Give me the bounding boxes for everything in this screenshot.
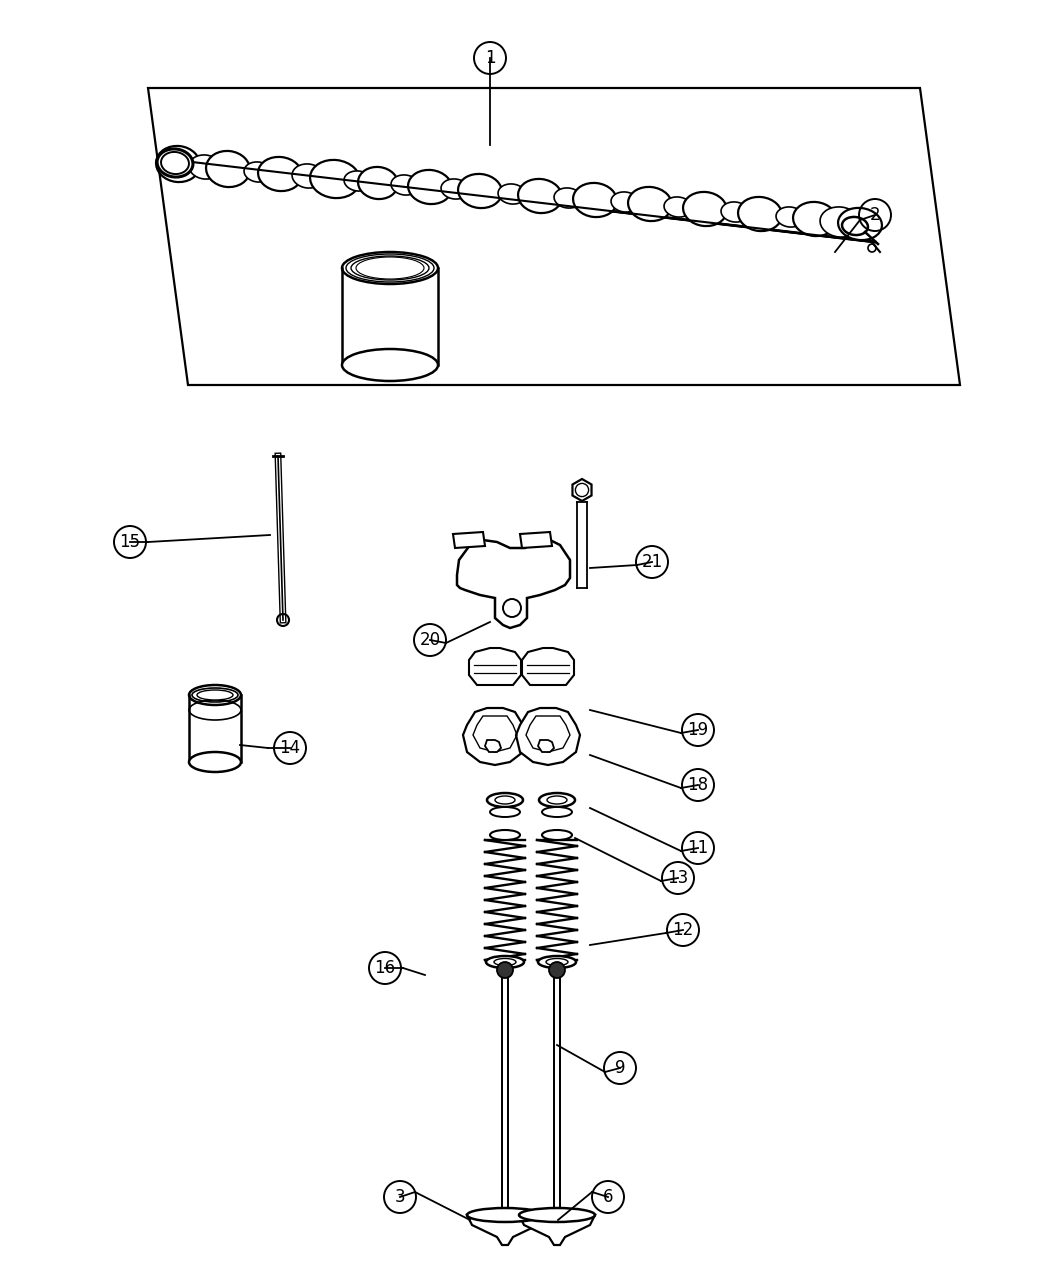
Ellipse shape: [721, 201, 749, 222]
Text: 9: 9: [614, 1060, 625, 1077]
Ellipse shape: [467, 1207, 543, 1221]
Ellipse shape: [842, 217, 868, 235]
Circle shape: [549, 963, 565, 978]
Polygon shape: [463, 708, 527, 765]
Ellipse shape: [554, 187, 582, 208]
Circle shape: [497, 963, 513, 978]
Ellipse shape: [189, 156, 220, 178]
Circle shape: [503, 599, 521, 617]
Ellipse shape: [611, 193, 639, 212]
Text: 14: 14: [279, 740, 300, 757]
Ellipse shape: [628, 187, 672, 221]
Ellipse shape: [161, 152, 189, 175]
Ellipse shape: [391, 175, 419, 195]
Polygon shape: [520, 532, 552, 548]
Ellipse shape: [344, 171, 372, 191]
Ellipse shape: [197, 690, 233, 700]
Ellipse shape: [292, 164, 324, 189]
Ellipse shape: [684, 193, 727, 226]
Polygon shape: [516, 708, 580, 765]
Ellipse shape: [498, 184, 526, 204]
Polygon shape: [467, 1215, 543, 1244]
Text: 20: 20: [419, 631, 441, 649]
Ellipse shape: [542, 807, 572, 817]
Ellipse shape: [342, 349, 438, 381]
Text: 12: 12: [672, 921, 694, 938]
Text: 1: 1: [485, 48, 496, 68]
Ellipse shape: [189, 685, 242, 705]
Ellipse shape: [244, 162, 272, 182]
Ellipse shape: [838, 208, 882, 240]
Ellipse shape: [441, 179, 469, 199]
Polygon shape: [572, 479, 591, 501]
Ellipse shape: [793, 201, 837, 236]
Polygon shape: [457, 541, 570, 629]
Text: 21: 21: [642, 553, 663, 571]
Text: 6: 6: [603, 1188, 613, 1206]
Text: 18: 18: [688, 776, 709, 794]
Text: 16: 16: [375, 959, 396, 977]
Ellipse shape: [820, 207, 860, 237]
Polygon shape: [453, 532, 485, 548]
Polygon shape: [485, 740, 501, 752]
Ellipse shape: [342, 252, 438, 284]
Ellipse shape: [156, 145, 200, 182]
Text: 19: 19: [688, 720, 709, 739]
Ellipse shape: [486, 956, 524, 968]
Text: 3: 3: [395, 1188, 405, 1206]
Text: 11: 11: [688, 839, 709, 857]
Ellipse shape: [664, 196, 692, 217]
Ellipse shape: [490, 807, 520, 817]
Polygon shape: [469, 648, 521, 685]
Ellipse shape: [408, 170, 452, 204]
Ellipse shape: [192, 688, 238, 703]
Ellipse shape: [189, 752, 242, 771]
Text: 15: 15: [120, 533, 141, 551]
Ellipse shape: [573, 182, 617, 217]
Ellipse shape: [310, 159, 360, 198]
Polygon shape: [519, 1215, 595, 1244]
Ellipse shape: [538, 956, 576, 968]
Text: 13: 13: [668, 870, 689, 887]
Text: 2: 2: [869, 207, 880, 224]
Ellipse shape: [518, 179, 562, 213]
Ellipse shape: [539, 793, 575, 807]
Ellipse shape: [258, 157, 302, 191]
Polygon shape: [522, 648, 574, 685]
Ellipse shape: [542, 830, 572, 840]
Ellipse shape: [519, 1207, 595, 1221]
Ellipse shape: [490, 830, 520, 840]
Polygon shape: [538, 740, 554, 752]
Ellipse shape: [738, 196, 782, 231]
Ellipse shape: [158, 149, 193, 177]
Ellipse shape: [358, 167, 398, 199]
Ellipse shape: [458, 173, 502, 208]
Ellipse shape: [776, 207, 804, 227]
Ellipse shape: [487, 793, 523, 807]
Ellipse shape: [206, 150, 250, 187]
